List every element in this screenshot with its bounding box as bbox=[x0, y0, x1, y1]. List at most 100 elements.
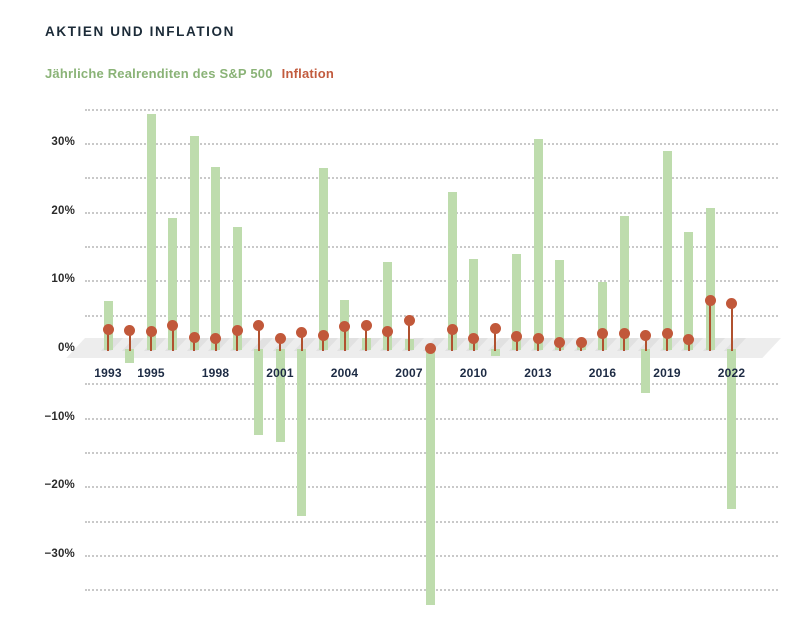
inflation-stem-2021 bbox=[709, 300, 711, 351]
sp500-bar-2003 bbox=[318, 168, 328, 350]
inflation-dot-2003 bbox=[317, 330, 329, 342]
sp500-bar-2022 bbox=[727, 349, 736, 510]
inflation-dot-2019 bbox=[661, 327, 673, 339]
legend-item-sp500: Jährliche Realrenditen des S&P 500 bbox=[45, 66, 273, 81]
inflation-stem-2002 bbox=[300, 332, 303, 351]
x-axis-label-1993: 1993 bbox=[94, 366, 122, 380]
sp500-bar-2017 bbox=[619, 215, 629, 350]
y-axis-label-30pct: 30% bbox=[51, 135, 75, 148]
gridline-30pct bbox=[85, 142, 778, 145]
x-axis-label-2004: 2004 bbox=[330, 366, 359, 380]
y-axis-label--30pct: −30% bbox=[44, 548, 75, 561]
x-axis-label-2016: 2016 bbox=[588, 366, 617, 380]
sp500-bar-2020 bbox=[684, 232, 693, 350]
inflation-stem-1996 bbox=[171, 325, 174, 351]
inflation-stem-2012 bbox=[515, 336, 518, 351]
gridline-35pct bbox=[85, 108, 778, 111]
inflation-dot-2008 bbox=[425, 342, 436, 354]
sp500-bar-2016 bbox=[598, 282, 607, 350]
x-axis-label-2019: 2019 bbox=[653, 366, 681, 380]
chart-legend: Jährliche Realrenditen des S&P 500 Inflat… bbox=[45, 66, 334, 81]
gridline-10pct bbox=[85, 280, 778, 283]
inflation-dot-2007 bbox=[403, 315, 415, 327]
inflation-dot-2006 bbox=[382, 325, 393, 337]
sp500-bar-2019 bbox=[662, 151, 672, 350]
inflation-stem-2020 bbox=[687, 339, 690, 351]
inflation-stem-1995 bbox=[150, 331, 152, 351]
inflation-stem-2013 bbox=[537, 338, 539, 351]
sp500-bar-2008 bbox=[426, 349, 435, 606]
inflation-dot-1995 bbox=[145, 326, 157, 338]
inflation-dot-2001 bbox=[274, 332, 286, 344]
inflation-dot-2010 bbox=[468, 333, 479, 345]
inflation-stem-2007 bbox=[408, 320, 410, 351]
sp500-bar-2001 bbox=[275, 349, 285, 443]
x-axis-label-2013: 2013 bbox=[524, 366, 552, 380]
sp500-bar-1996 bbox=[168, 218, 177, 350]
inflation-dot-2020 bbox=[683, 333, 694, 345]
sp500-bar-2014 bbox=[555, 259, 564, 350]
inflation-dot-2017 bbox=[618, 328, 630, 340]
inflation-dot-2014 bbox=[554, 336, 565, 348]
inflation-dot-2021 bbox=[704, 294, 716, 306]
inflation-dot-1997 bbox=[188, 331, 200, 343]
inflation-dot-2002 bbox=[296, 327, 307, 338]
inflation-dot-2005 bbox=[360, 320, 372, 332]
inflation-dot-2015 bbox=[575, 337, 587, 349]
sp500-bar-2002 bbox=[297, 349, 306, 516]
x-axis-label-2022: 2022 bbox=[717, 366, 746, 380]
inflation-dot-2004 bbox=[339, 320, 350, 332]
x-axis-label-2010: 2010 bbox=[459, 366, 488, 380]
y-axis-label--20pct: −20% bbox=[44, 479, 75, 492]
inflation-stem-2017 bbox=[623, 333, 625, 351]
gridline-20pct bbox=[85, 211, 778, 214]
sp500-bar-2006 bbox=[383, 261, 392, 350]
inflation-stem-2009 bbox=[451, 329, 453, 351]
sp500-bar-2009 bbox=[447, 191, 457, 350]
sp500-bar-2010 bbox=[469, 259, 478, 350]
inflation-stem-2010 bbox=[472, 338, 475, 351]
inflation-dot-2012 bbox=[511, 331, 522, 343]
inflation-stem-2019 bbox=[666, 333, 668, 351]
inflation-dot-1996 bbox=[167, 320, 178, 332]
sp500-bar-1999 bbox=[232, 226, 242, 350]
x-axis-label-2001: 2001 bbox=[266, 366, 294, 380]
inflation-stem-2006 bbox=[386, 331, 389, 351]
sp500-bar-1997 bbox=[189, 136, 199, 350]
inflation-stem-1997 bbox=[193, 337, 195, 351]
gridline-5pct bbox=[85, 314, 778, 317]
inflation-stem-2016 bbox=[601, 333, 604, 351]
y-axis-label-10pct: 10% bbox=[51, 273, 75, 286]
inflation-dot-2013 bbox=[532, 333, 544, 345]
inflation-stem-2018 bbox=[644, 335, 647, 351]
inflation-stem-1998 bbox=[214, 338, 217, 351]
x-axis-label-1995: 1995 bbox=[137, 366, 165, 380]
inflation-dot-2016 bbox=[597, 328, 608, 340]
gridline-25pct bbox=[85, 177, 778, 180]
sp500-bar-2011 bbox=[490, 349, 500, 356]
sp500-bar-1998 bbox=[211, 166, 220, 350]
inflation-dot-2022 bbox=[726, 298, 737, 310]
legend-item-inflation: Inflation bbox=[281, 66, 335, 81]
sp500-bar-2021 bbox=[705, 208, 715, 350]
x-axis-label-1998: 1998 bbox=[201, 366, 230, 380]
x-axis-label-2007: 2007 bbox=[395, 366, 423, 380]
y-axis-label--10pct: −10% bbox=[44, 410, 75, 423]
y-axis-label-0pct: 0% bbox=[57, 342, 75, 354]
gridline-15pct bbox=[85, 245, 778, 248]
y-axis-label-20pct: 20% bbox=[51, 204, 75, 217]
inflation-stem-2004 bbox=[343, 326, 346, 351]
inflation-dot-2000 bbox=[253, 320, 264, 332]
sp500-bar-2018 bbox=[641, 349, 650, 393]
inflation-dot-2009 bbox=[446, 324, 458, 336]
inflation-dot-2018 bbox=[640, 329, 651, 341]
inflation-stem-2001 bbox=[279, 338, 281, 351]
inflation-dot-1994 bbox=[124, 324, 135, 336]
page-title: AKTIEN UND INFLATION bbox=[45, 24, 235, 39]
inflation-stem-2005 bbox=[365, 325, 367, 351]
inflation-stem-2022 bbox=[730, 303, 733, 351]
inflation-stem-1993 bbox=[107, 329, 109, 351]
inflation-stem-2000 bbox=[257, 325, 260, 351]
